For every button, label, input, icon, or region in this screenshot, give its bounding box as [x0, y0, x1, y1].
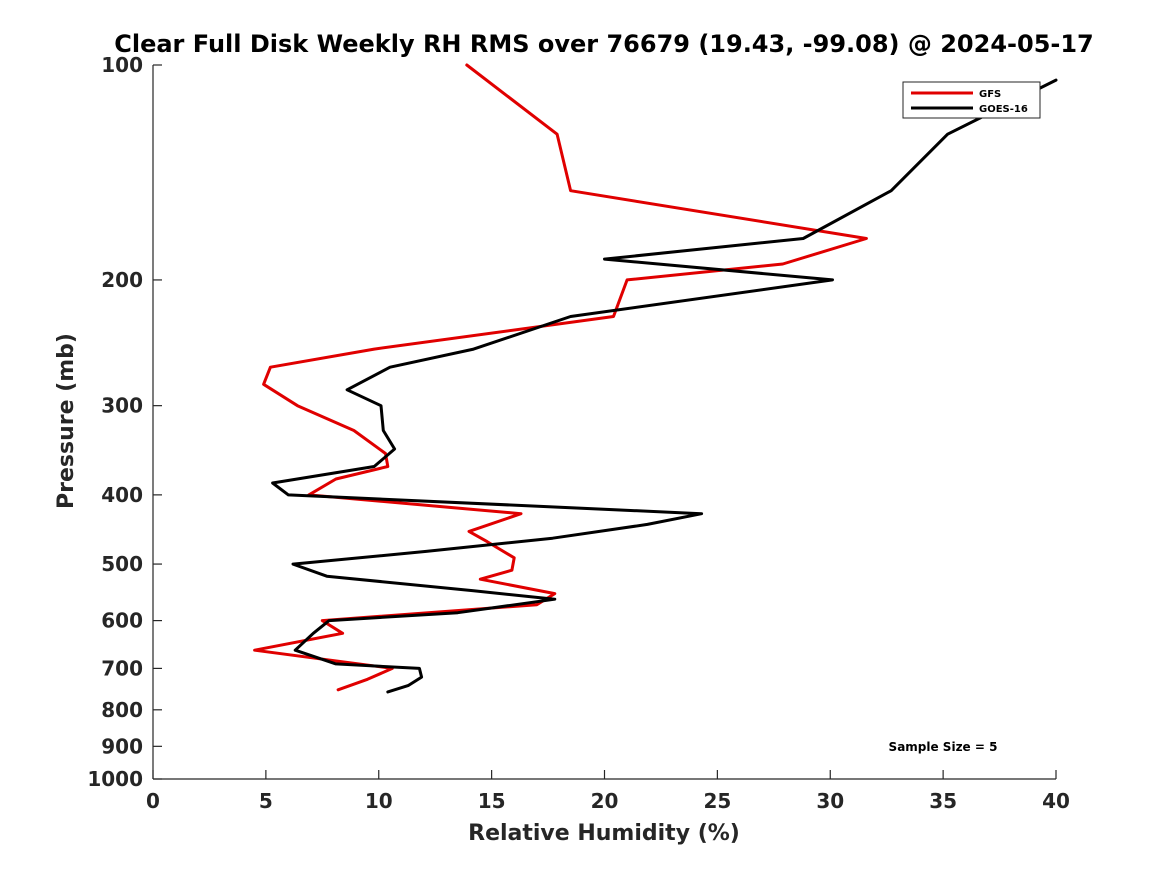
- x-tick-label: 10: [365, 789, 393, 813]
- x-tick-label: 30: [816, 789, 844, 813]
- y-tick-label: 400: [101, 483, 143, 507]
- series-line-goes-16: [271, 78, 1058, 694]
- y-tick-label: 700: [101, 656, 143, 680]
- y-tick-label: 500: [101, 552, 143, 576]
- x-tick-label: 15: [478, 789, 506, 813]
- legend: GFS GOES-16: [902, 81, 1041, 119]
- series-line-gfs: [253, 63, 868, 692]
- x-tick-label: 25: [703, 789, 731, 813]
- x-tick-label: 35: [929, 789, 957, 813]
- y-tick-label: 800: [101, 698, 143, 722]
- x-tick-label: 40: [1042, 789, 1070, 813]
- legend-box: [902, 81, 1041, 119]
- legend-entry-label: GOES-16: [979, 104, 1028, 115]
- axes: 0 5 10 15 20 25 30 35 40 100 200 300 400 500 600 700 800…: [87, 53, 1070, 813]
- y-tick-label: 1000: [87, 767, 143, 791]
- y-tick-label: 200: [101, 268, 143, 292]
- y-tick-label: 600: [101, 609, 143, 633]
- chart-title: Clear Full Disk Weekly RH RMS over 76679…: [114, 30, 1094, 58]
- sample-size-annotation: Sample Size = 5: [889, 740, 998, 754]
- y-tick-label: 900: [101, 734, 143, 758]
- y-tick-label: 100: [101, 53, 143, 77]
- x-tick-label: 20: [591, 789, 619, 813]
- x-tick-label: 5: [259, 789, 273, 813]
- y-axis-label: Pressure (mb): [54, 333, 79, 509]
- legend-entry-label: GFS: [979, 89, 1001, 100]
- y-tick-label: 300: [101, 394, 143, 418]
- series-layer: [253, 63, 1058, 694]
- x-axis-label: Relative Humidity (%): [468, 821, 740, 846]
- x-tick-label: 0: [146, 789, 160, 813]
